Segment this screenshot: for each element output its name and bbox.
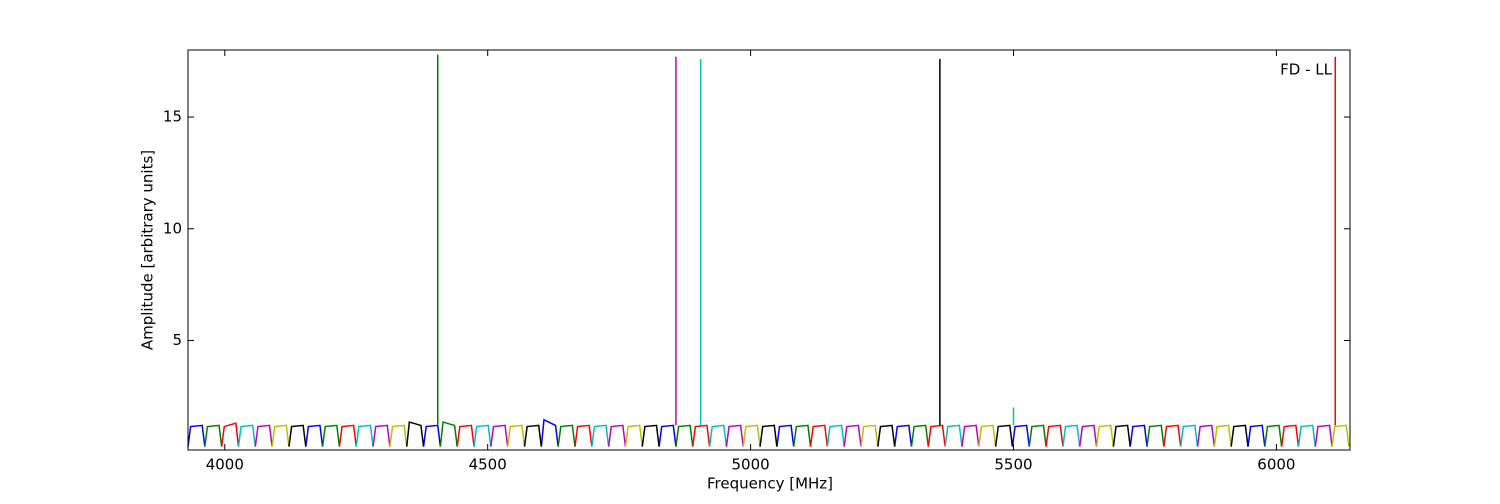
x-tick-label: 6000	[1257, 456, 1295, 474]
series-line	[220, 56, 1337, 447]
x-tick-label: 5500	[994, 456, 1032, 474]
series-line	[237, 58, 1317, 447]
annotation: FD - LL	[1280, 61, 1332, 79]
x-tick-label: 4000	[206, 456, 244, 474]
plot-frame	[187, 49, 1351, 451]
series-line	[187, 418, 1266, 447]
x-tick-label: 4500	[469, 456, 507, 474]
series-line	[288, 58, 1249, 447]
y-tick-label: 10	[163, 219, 182, 237]
series-line	[254, 56, 1333, 447]
series-line	[271, 424, 1350, 447]
x-tick-label: 5000	[732, 456, 770, 474]
x-axis-label: Frequency [MHz]	[707, 475, 833, 493]
y-axis-label: Amplitude [arbitrary units]	[139, 150, 157, 350]
y-tick-label: 5	[172, 331, 182, 349]
y-tick-label: 15	[163, 108, 182, 126]
series-line	[204, 54, 1283, 447]
